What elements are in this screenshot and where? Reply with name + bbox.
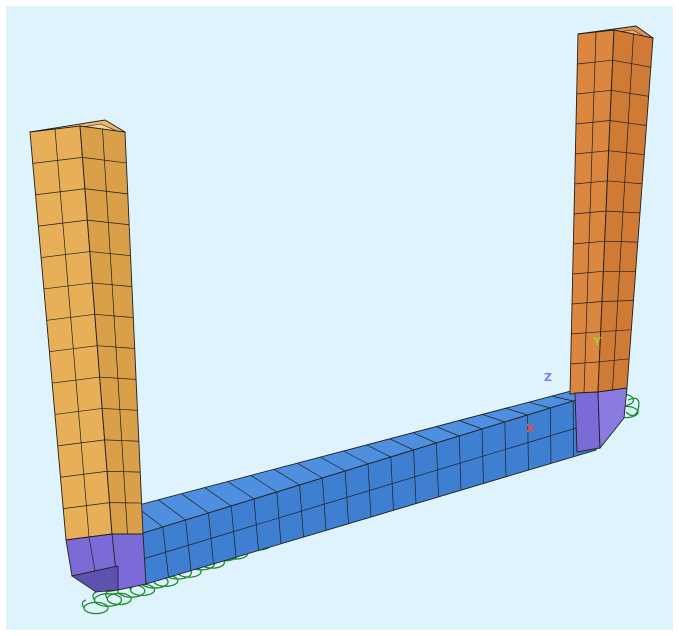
- left-column-side-edge: [89, 251, 131, 257]
- beam-top-face-edge: [505, 407, 528, 416]
- left-column-front-edge: [43, 282, 93, 290]
- beam-top-face-edge: [459, 420, 483, 430]
- beam-top-face-edge: [297, 462, 323, 479]
- right-column-side-edge: [599, 358, 630, 363]
- beam-top-face-edge: [551, 395, 574, 402]
- right-column-front-edge: [575, 120, 611, 125]
- left-column-side-edge: [94, 313, 134, 318]
- left-column-front-edge: [63, 502, 110, 509]
- mesh-model: [29, 25, 655, 615]
- left-column-front-edge: [38, 219, 88, 227]
- right-column-side-edge: [600, 329, 632, 333]
- left-column-front-edge: [52, 376, 100, 384]
- beam-top-face-edge: [181, 493, 209, 514]
- right-column-front-edge: [577, 59, 613, 65]
- left-column-side-edge: [84, 188, 128, 195]
- left-column-side-edge: [92, 282, 132, 287]
- base-beam: [111, 389, 597, 585]
- right-column-side-edge: [612, 59, 651, 68]
- beam-top-face-edge: [343, 450, 369, 465]
- spring-coil: [83, 601, 109, 615]
- left-column-front-edge: [35, 188, 85, 196]
- right-column-side-edge: [611, 89, 649, 97]
- right-column-front-edge: [571, 301, 603, 305]
- left-joint-front-edge: [88, 536, 96, 572]
- spring-hook: [92, 591, 97, 601]
- beam-top-face-edge: [250, 475, 277, 493]
- left-column-side-edge: [82, 157, 127, 164]
- right-column-side-edge: [601, 300, 634, 302]
- beam-top-face-edge: [366, 444, 391, 458]
- beam-top-face-edge: [158, 499, 186, 521]
- left-column-front-edge: [46, 313, 95, 321]
- right-column-side-edge: [605, 210, 641, 214]
- beam-top-face-edge: [389, 438, 414, 451]
- left-column-front-edge: [41, 251, 90, 258]
- right-joint-side: [597, 387, 628, 450]
- left-column-front-edge: [49, 345, 98, 353]
- axis-triad: Z Y X: [526, 335, 602, 435]
- axis-label-y: Y: [592, 335, 602, 348]
- right-column-front-edge: [571, 331, 601, 335]
- axis-label-x: X: [526, 422, 535, 435]
- right-column: [569, 25, 655, 395]
- beam-top-face-edge: [528, 401, 551, 409]
- left-column-side-edge: [87, 219, 130, 226]
- right-column-side-edge: [609, 120, 647, 126]
- right-column-front-edge: [574, 180, 608, 185]
- right-joint-front: [574, 391, 601, 453]
- left-column-side-edge: [104, 439, 139, 442]
- left-joint-bottom: [70, 565, 119, 593]
- right-column-front-edge: [572, 270, 604, 275]
- left-column-side-edge: [102, 128, 128, 535]
- left-column-front-edge: [57, 439, 105, 447]
- right-column-side-edge: [608, 150, 645, 156]
- left-column-front-edge: [60, 470, 108, 478]
- left-column-side-edge: [99, 376, 137, 380]
- beam-top-face-edge: [204, 487, 232, 507]
- left-column: [29, 119, 144, 541]
- left-column-front-edge: [54, 128, 90, 538]
- right-column-side-edge: [604, 240, 638, 243]
- right-column-front-edge: [576, 89, 612, 95]
- right-column-front-edge: [575, 150, 609, 155]
- beam-top-face-edge: [320, 456, 346, 472]
- left-column-front-edge: [54, 408, 103, 415]
- left-column-front-edge: [32, 157, 83, 164]
- left-column-side-edge: [97, 345, 135, 349]
- beam-top-face-edge: [227, 481, 255, 500]
- beam-front-face-edge: [142, 421, 597, 560]
- left-column-side-edge: [102, 408, 138, 411]
- beam-top-face-edge: [435, 426, 460, 437]
- beam-top-face-edge: [482, 414, 505, 423]
- right-column-side-edge: [607, 180, 643, 185]
- beam-top-face-edge: [412, 432, 437, 444]
- spring-hook: [81, 599, 87, 609]
- corner-joints: [65, 387, 628, 593]
- axis-label-z: Z: [544, 371, 552, 384]
- beam-top-face-edge: [273, 469, 300, 486]
- right-column-front-edge: [573, 240, 605, 245]
- right-column-front-edge: [570, 361, 600, 365]
- spring-coil-end: [625, 397, 640, 417]
- left-column-side-edge: [107, 470, 141, 473]
- right-column-front-edge: [573, 210, 607, 215]
